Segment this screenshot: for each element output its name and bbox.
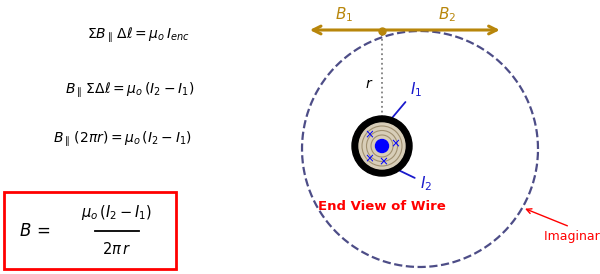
Text: $\times$: $\times$ (364, 152, 374, 165)
Text: $B_{\parallel}\, (2\pi r) = \mu_o\, (I_2 - I_1)$: $B_{\parallel}\, (2\pi r) = \mu_o\, (I_2… (53, 130, 191, 149)
Text: $B_2$: $B_2$ (438, 6, 457, 24)
Text: $\times$: $\times$ (364, 129, 374, 142)
Text: $B\, = $: $B\, = $ (19, 221, 51, 239)
Text: $\mu_o\, (I_2-I_1)$: $\mu_o\, (I_2-I_1)$ (82, 202, 152, 221)
Text: $\times$: $\times$ (378, 155, 388, 168)
Circle shape (376, 139, 389, 153)
Text: Imaginary Loop: Imaginary Loop (526, 209, 600, 243)
Circle shape (352, 116, 412, 176)
Text: $2\pi\, r$: $2\pi\, r$ (103, 241, 131, 257)
Text: $\times$: $\times$ (390, 138, 400, 150)
Text: $B_{\parallel}\, \Sigma \Delta\ell = \mu_o\, (I_2 - I_1)$: $B_{\parallel}\, \Sigma \Delta\ell = \mu… (65, 81, 194, 100)
FancyBboxPatch shape (4, 192, 176, 269)
Text: $r$: $r$ (365, 76, 373, 90)
Circle shape (359, 123, 405, 169)
Text: $I_1$: $I_1$ (378, 80, 422, 135)
Text: $B_1$: $B_1$ (335, 6, 353, 24)
Text: $I_2$: $I_2$ (392, 167, 432, 193)
Text: End View of Wire: End View of Wire (318, 199, 446, 213)
Text: $\Sigma B_{\parallel}\, \Delta\ell = \mu_o\, I_{enc}$: $\Sigma B_{\parallel}\, \Delta\ell = \mu… (86, 26, 190, 45)
